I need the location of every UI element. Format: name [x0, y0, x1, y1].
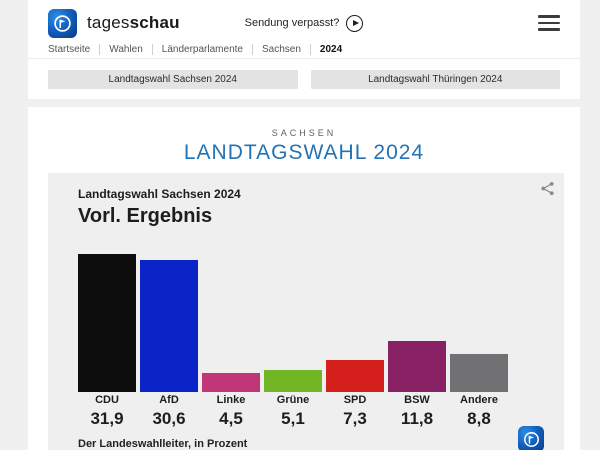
section-gap — [28, 99, 580, 107]
menu-hamburger-icon[interactable] — [538, 15, 561, 31]
party-label: SPD — [343, 394, 367, 406]
labels-row: CDU 31,9 AfD 30,6 Linke 4,5 Grüne 5,1 SPD 7,3 BSW 1… — [78, 394, 548, 429]
breadcrumb-separator — [309, 44, 311, 55]
party-value: 31,9 — [90, 409, 124, 428]
bar-column — [78, 254, 136, 392]
party-value: 8,8 — [467, 409, 491, 428]
bar-column — [264, 370, 322, 392]
chart-source: Der Landeswahlleiter, in Prozent — [78, 438, 248, 450]
breadcrumb: Startseite Wahlen Länderparlamente Sachsen 2… — [28, 41, 580, 59]
topbar-right — [363, 15, 561, 31]
breadcrumb-item-sachsen[interactable]: Sachsen — [261, 44, 301, 55]
breadcrumb-item-wahlen[interactable]: Wahlen — [109, 44, 143, 55]
share-icon[interactable] — [540, 181, 555, 196]
bar-cdu — [78, 254, 136, 392]
bar-column — [450, 354, 508, 392]
bar-label-group: CDU 31,9 — [78, 394, 136, 429]
party-value: 4,5 — [219, 409, 243, 428]
bar-label-group: BSW 11,8 — [388, 394, 446, 429]
bar-label-group: SPD 7,3 — [326, 394, 384, 429]
bar-column — [388, 341, 446, 392]
play-icon[interactable] — [346, 14, 364, 32]
breadcrumb-separator — [251, 44, 253, 55]
party-label: Grüne — [276, 394, 310, 406]
chart-subtitle: Vorl. Ergebnis — [78, 205, 213, 227]
party-label: AfD — [159, 394, 179, 406]
bar-afd — [140, 260, 198, 392]
bar-spd — [326, 360, 384, 392]
bar-column — [326, 360, 384, 392]
bar-column — [140, 260, 198, 392]
brand-wordmark-regular: tages — [87, 13, 130, 32]
election-chart-panel: Landtagswahl Sachsen 2024 Vorl. Ergebnis… — [48, 173, 564, 450]
party-label: BSW — [404, 394, 430, 406]
main-section: SACHSEN LANDTAGSWAHL 2024 Landtagswahl S… — [28, 107, 580, 450]
bar-column — [202, 373, 260, 392]
party-value: 5,1 — [281, 409, 305, 428]
chart-title: Landtagswahl Sachsen 2024 — [78, 187, 241, 201]
top-bar: tagesschau Sendung verpasst? — [28, 0, 580, 38]
party-value: 30,6 — [152, 409, 186, 428]
breadcrumb-separator — [99, 44, 101, 55]
tagesschau-logo-icon[interactable] — [48, 8, 77, 38]
bar-label-group: Andere 8,8 — [450, 394, 508, 429]
quicklink-thueringen-button[interactable]: Landtagswahl Thüringen 2024 — [310, 70, 560, 89]
party-label: Linke — [216, 394, 246, 406]
bar-grüne — [264, 370, 322, 392]
party-value: 7,3 — [343, 409, 367, 428]
brand-wordmark-bold: schau — [129, 13, 180, 32]
brand-wordmark: tagesschau — [87, 13, 180, 33]
sendung-verpasst-link[interactable]: Sendung verpasst? — [244, 14, 364, 32]
sendung-verpasst-label: Sendung verpasst? — [244, 17, 340, 29]
page-title: LANDTAGSWAHL 2024 — [183, 141, 425, 164]
breadcrumb-item-länderparlamente[interactable]: Länderparlamente — [161, 44, 243, 55]
bars-row — [78, 243, 548, 392]
bar-andere — [450, 354, 508, 392]
tagesschau-watermark-icon — [518, 426, 544, 450]
breadcrumb-separator — [151, 44, 153, 55]
quick-links-row: Landtagswahl Sachsen 2024 Landtagswahl T… — [28, 59, 580, 89]
bar-linke — [202, 373, 260, 392]
site-header: tagesschau Sendung verpasst? Startseite W… — [28, 0, 580, 99]
bar-label-group: Linke 4,5 — [202, 394, 260, 429]
breadcrumb-item-2024[interactable]: 2024 — [319, 44, 343, 55]
breadcrumb-item-startseite[interactable]: Startseite — [48, 44, 91, 55]
bar-label-group: Grüne 5,1 — [264, 394, 322, 429]
quicklink-sachsen-button[interactable]: Landtagswahl Sachsen 2024 — [48, 70, 298, 89]
bar-label-group: AfD 30,6 — [140, 394, 198, 429]
party-label: CDU — [95, 394, 119, 406]
party-value: 11,8 — [400, 409, 434, 428]
page-kicker: SACHSEN — [271, 128, 337, 138]
brand[interactable]: tagesschau — [48, 8, 245, 38]
content-column: tagesschau Sendung verpasst? Startseite W… — [28, 0, 580, 450]
bar-bsw — [388, 341, 446, 392]
party-label: Andere — [460, 394, 498, 406]
